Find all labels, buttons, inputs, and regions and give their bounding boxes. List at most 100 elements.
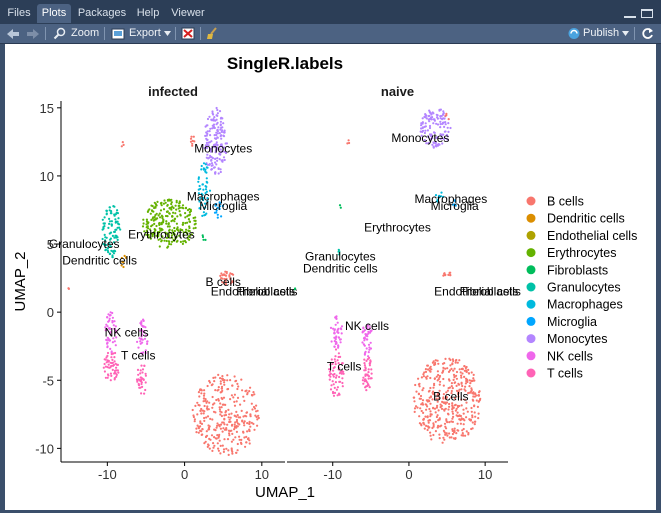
data-point [197, 188, 200, 191]
data-point [440, 407, 444, 410]
data-point [369, 341, 372, 344]
tab-help[interactable]: Help [136, 7, 160, 19]
data-point [456, 422, 459, 425]
data-point [178, 234, 181, 237]
data-point [188, 220, 192, 223]
data-point [368, 326, 371, 329]
data-point [221, 397, 224, 401]
data-point [226, 379, 229, 382]
data-point [364, 366, 367, 369]
data-point [215, 143, 218, 146]
tab-viewer[interactable]: Viewer [171, 7, 205, 19]
data-point [337, 392, 341, 395]
data-point [242, 415, 245, 418]
data-point [216, 434, 219, 437]
zoom-icon[interactable] [53, 27, 66, 40]
publish-dropdown-icon[interactable] [622, 31, 629, 37]
data-point [214, 119, 217, 122]
data-point [141, 368, 145, 371]
data-point [190, 233, 193, 236]
data-point [235, 400, 238, 403]
data-point [432, 422, 435, 425]
data-point [233, 400, 236, 403]
tab-plots[interactable]: Plots [37, 4, 71, 23]
forward-arrow-icon[interactable] [26, 28, 40, 40]
data-point [364, 333, 367, 336]
data-point [210, 156, 213, 159]
cluster-label: Monocytes [194, 142, 252, 156]
tab-files[interactable]: Files [7, 7, 31, 19]
data-point [215, 141, 218, 144]
data-point [199, 421, 202, 425]
data-point [206, 384, 209, 388]
export-dropdown-icon[interactable] [164, 31, 171, 37]
data-point [233, 393, 236, 396]
data-point [332, 369, 335, 372]
data-point [214, 171, 217, 174]
data-point [443, 117, 446, 120]
data-point [332, 375, 335, 378]
data-point [418, 382, 421, 385]
data-point [219, 377, 222, 380]
data-point [253, 428, 256, 431]
cluster-label: T cells [327, 360, 361, 374]
data-point [200, 192, 203, 195]
data-point [204, 398, 207, 401]
zoom-button[interactable]: Zoom [71, 27, 100, 39]
data-point [205, 141, 208, 144]
data-point [151, 217, 154, 220]
data-point [200, 164, 203, 168]
data-point [452, 415, 455, 418]
export-button[interactable]: Export [129, 27, 161, 39]
data-point [450, 396, 453, 399]
broom-icon[interactable] [206, 27, 218, 40]
data-point [114, 351, 117, 355]
data-point [227, 416, 230, 419]
data-point [204, 163, 207, 166]
data-point [140, 382, 143, 386]
data-point [473, 395, 476, 398]
data-point [228, 274, 231, 277]
cluster-label: Microglia [431, 199, 479, 213]
tab-packages[interactable]: Packages [77, 7, 127, 19]
data-point [361, 379, 364, 382]
data-point [101, 218, 104, 221]
data-point [135, 378, 139, 381]
minimize-pane-icon[interactable] [624, 9, 636, 18]
data-point [204, 440, 207, 443]
data-point [207, 144, 210, 147]
data-point [105, 338, 108, 341]
data-point [219, 120, 222, 123]
maximize-pane-icon[interactable] [641, 9, 653, 18]
data-point [330, 340, 333, 343]
publish-button[interactable]: Publish [583, 27, 620, 39]
back-arrow-icon[interactable] [6, 28, 20, 40]
toolbar-separator [45, 27, 46, 40]
data-point [182, 234, 185, 237]
data-point [439, 137, 442, 140]
data-point [471, 414, 474, 417]
data-point [209, 127, 212, 130]
data-point [439, 123, 442, 126]
publish-icon[interactable] [567, 27, 581, 40]
data-point [435, 145, 438, 148]
data-point [221, 444, 224, 447]
data-point [108, 222, 111, 225]
data-point [462, 423, 465, 426]
data-point [104, 239, 107, 242]
data-point [465, 370, 468, 373]
data-point [115, 336, 118, 339]
refresh-icon[interactable] [641, 27, 654, 40]
data-point [453, 203, 456, 206]
remove-plot-icon[interactable] [181, 27, 195, 40]
export-icon[interactable] [111, 27, 126, 40]
data-point [142, 318, 145, 321]
data-point [247, 437, 250, 440]
data-point [213, 116, 216, 119]
data-point [337, 362, 340, 365]
data-point [205, 177, 208, 180]
data-point [453, 375, 456, 378]
data-point [114, 250, 117, 253]
data-point [330, 358, 333, 361]
data-point [253, 393, 256, 396]
